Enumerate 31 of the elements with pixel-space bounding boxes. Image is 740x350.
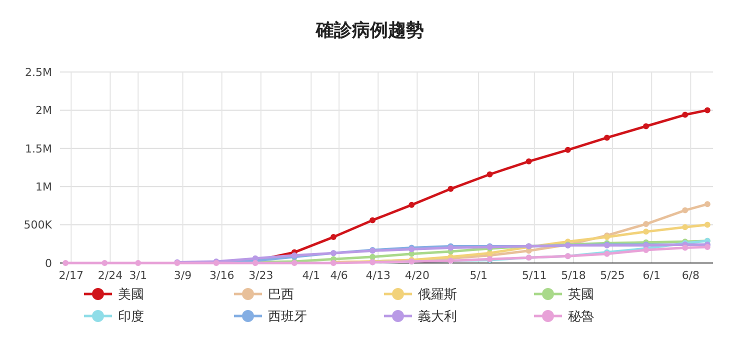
legend-label: 英國 bbox=[568, 288, 594, 303]
x-tick-label: 5/25 bbox=[600, 269, 625, 282]
chart-title: 確診病例趨勢 bbox=[315, 20, 424, 41]
y-tick-label: 2.5M bbox=[25, 66, 52, 79]
x-tick-label: 4/13 bbox=[366, 269, 390, 282]
legend-label: 印度 bbox=[118, 308, 144, 325]
x-tick-label: 4/1 bbox=[302, 269, 320, 282]
x-tick-label: 6/1 bbox=[642, 269, 660, 282]
x-tick-label: 4/6 bbox=[330, 269, 348, 282]
x-tick-label: 5/1 bbox=[470, 269, 488, 282]
legend-label: 義大利 bbox=[418, 310, 457, 325]
legend-label: 巴西 bbox=[268, 288, 294, 303]
x-tick-label: 3/1 bbox=[129, 269, 147, 282]
y-tick-label: 500K bbox=[24, 218, 53, 232]
y-tick-label: 2M bbox=[36, 104, 52, 118]
x-tick-label: 5/18 bbox=[561, 269, 586, 282]
legend-label: 美國 bbox=[118, 286, 144, 303]
y-tick-label: 0 bbox=[45, 256, 52, 270]
y-tick-label: 1M bbox=[36, 180, 52, 194]
x-tick-label: 3/23 bbox=[248, 269, 274, 282]
x-tick-label: 3/9 bbox=[174, 269, 192, 282]
legend-label: 俄羅斯 bbox=[418, 288, 457, 303]
x-tick-label: 5/11 bbox=[522, 269, 547, 282]
legend-label: 秘魯 bbox=[568, 310, 594, 325]
x-tick-label: 3/16 bbox=[210, 269, 234, 282]
x-tick-label: 6/8 bbox=[682, 269, 700, 282]
x-tick-label: 4/20 bbox=[404, 269, 430, 282]
y-tick-label: 1.5M bbox=[25, 142, 52, 156]
x-tick-label: 2/24 bbox=[98, 269, 123, 282]
x-tick-label: 2/17 bbox=[58, 269, 84, 282]
legend-label: 西班牙 bbox=[268, 310, 307, 325]
